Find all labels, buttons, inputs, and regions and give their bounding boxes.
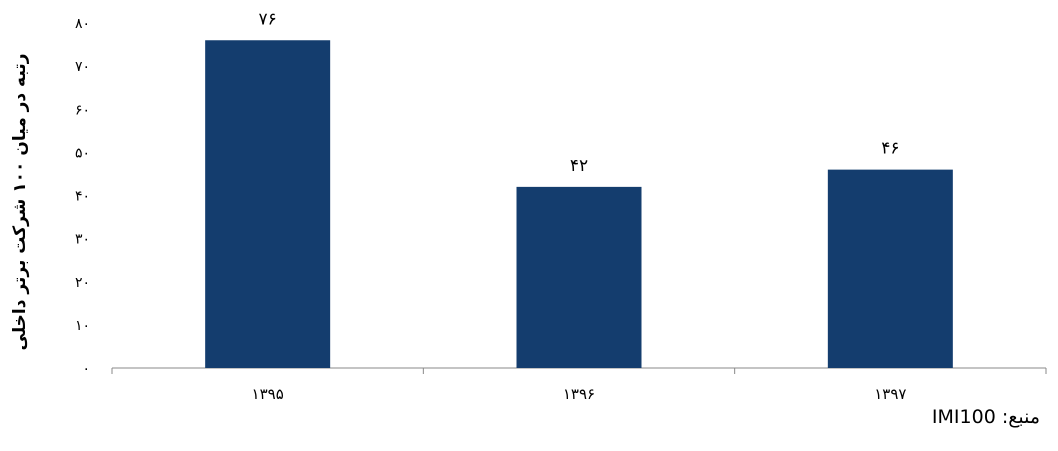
y-axis-label: رتبه در میان ۱۰۰ شرکت برتر داخلی [10,53,30,351]
x-tick-label: ۱۳۹۶ [563,385,595,403]
y-tick-label: ۰ [82,361,90,377]
y-tick-label: ۴۰ [75,189,90,205]
bar [827,169,953,368]
x-tick-label: ۱۳۹۷ [874,385,906,403]
data-label: ۴۶ [881,139,899,159]
y-tick-label: ۱۰ [75,318,90,334]
source-note: منبع: IMI100 [931,406,1040,428]
data-label: ۷۶ [259,9,277,29]
y-tick-label: ۵۰ [75,145,90,161]
bar [516,186,642,368]
y-tick-label: ۲۰ [75,275,90,291]
y-tick-label: ۳۰ [75,232,90,248]
data-label: ۴۲ [570,156,588,176]
y-tick-label: ۶۰ [75,102,90,118]
y-tick-label: ۸۰ [75,16,90,32]
bar [205,40,331,368]
x-tick-label: ۱۳۹۵ [252,385,284,403]
y-tick-label: ۷۰ [75,59,90,75]
